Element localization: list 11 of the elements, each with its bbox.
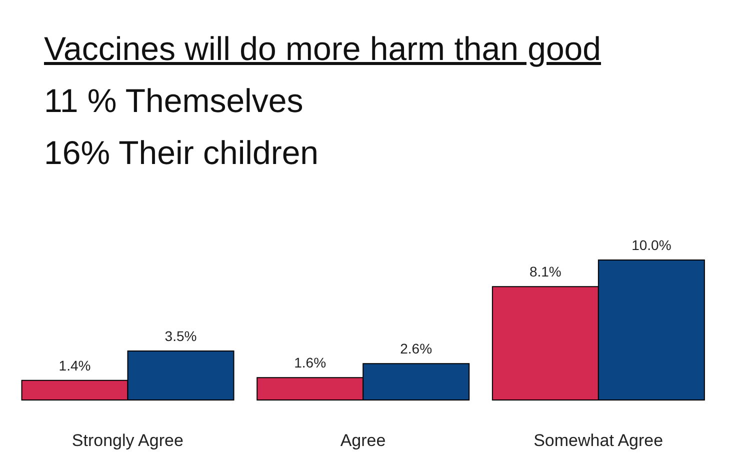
x-tick-label: Strongly Agree — [72, 431, 184, 450]
data-label: 1.6% — [294, 354, 326, 371]
chart-subtitle: 11 % Themselves 16% Their children — [44, 82, 319, 172]
data-label: 1.4% — [58, 357, 91, 374]
x-tick-label: Somewhat Agree — [534, 431, 664, 450]
x-tick-label: Agree — [340, 431, 386, 450]
data-label: 2.6% — [400, 340, 432, 357]
data-label: 3.5% — [164, 328, 197, 344]
data-label: 10.0% — [632, 237, 672, 253]
data-label: 8.1% — [529, 264, 562, 280]
chart-title: Vaccines will do more harm than good — [44, 30, 602, 68]
